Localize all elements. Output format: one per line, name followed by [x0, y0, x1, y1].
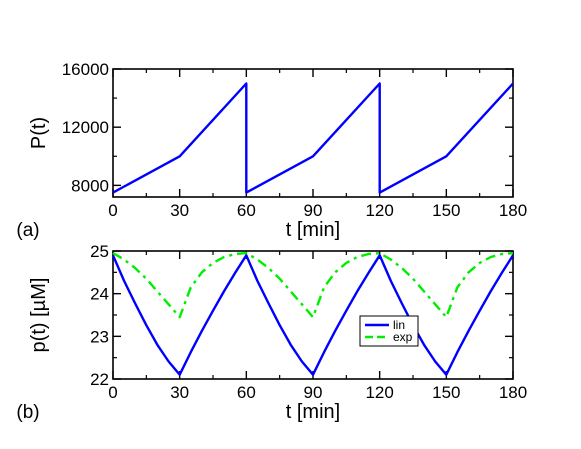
panel-a-plot: 0 30 60 90 120 150 180 8000 12000 16000 t [min] P(t…	[16, 60, 527, 241]
x-tick-label: 90	[304, 383, 323, 402]
series-line-series-0	[112, 82, 514, 194]
y-tick-label: 12000	[62, 118, 109, 137]
x-tick-label: 30	[170, 201, 189, 220]
legend-label-lin: lin	[393, 318, 405, 332]
panel-label: (b)	[16, 402, 39, 423]
series-line-lin	[111, 254, 515, 376]
x-tick-label: 120	[365, 383, 393, 402]
x-tick-label: 150	[432, 201, 460, 220]
x-tick-label: 150	[432, 383, 460, 402]
panel-b-plot: 0 30 60 90 120 150 180 22 23 24 25 t [min] p(t) [µM]…	[16, 242, 527, 423]
x-tick-label: 180	[499, 383, 527, 402]
x-tick-label: 120	[365, 201, 393, 220]
panel-label: (a)	[16, 220, 39, 241]
x-tick-label: 0	[108, 383, 117, 402]
y-tick-label: 24	[90, 285, 109, 304]
y-axis-label: P(t)	[28, 117, 50, 149]
x-tick-label: 180	[499, 201, 527, 220]
y-tick-label: 16000	[62, 60, 109, 79]
y-tick-label: 8000	[71, 176, 109, 195]
y-tick-label: 23	[90, 327, 109, 346]
legend-box	[359, 315, 419, 347]
y-axis-label: p(t) [µM]	[28, 278, 50, 353]
x-tick-label: 60	[237, 383, 256, 402]
x-tick-label: 90	[304, 201, 323, 220]
series-line-exp	[112, 251, 514, 319]
x-tick-label: 30	[170, 383, 189, 402]
plot-frame	[112, 68, 514, 198]
x-tick-label: 60	[237, 201, 256, 220]
y-tick-label: 22	[90, 370, 109, 389]
x-axis-label: t [min]	[286, 401, 340, 423]
x-axis-label: t [min]	[286, 219, 340, 241]
legend-label-exp: exp	[393, 330, 413, 344]
x-tick-label: 0	[108, 201, 117, 220]
y-tick-label: 25	[90, 242, 109, 261]
